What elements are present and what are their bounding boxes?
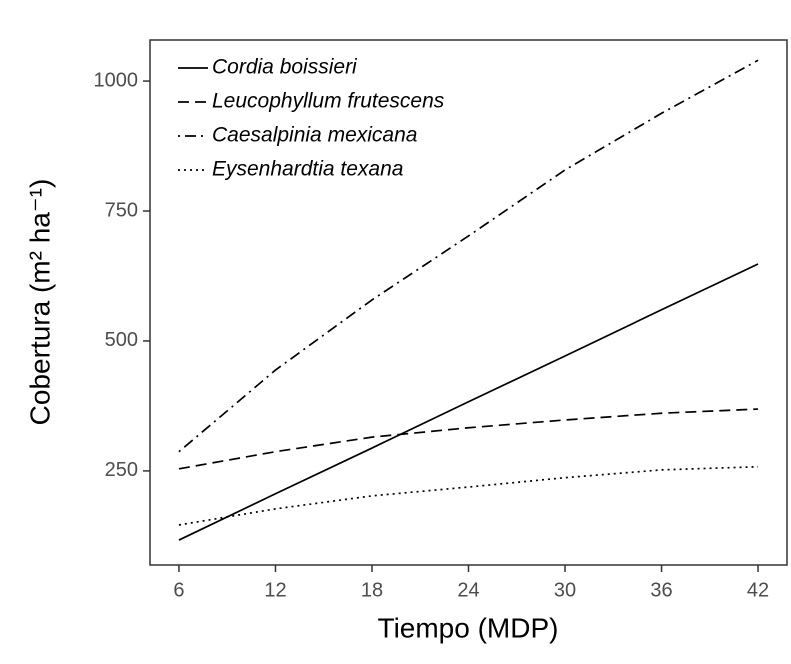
plot-frame: [149, 39, 788, 566]
series-line: [178, 59, 759, 453]
x-tick-label: 18: [361, 579, 383, 601]
x-tick-label: 42: [747, 579, 769, 601]
y-tick-label: 750: [105, 199, 138, 221]
x-tick-label: 6: [173, 579, 184, 601]
y-axis-title: Cobertura (m² ha⁻¹): [24, 179, 55, 426]
y-tick-label: 1000: [94, 69, 139, 91]
series-line: [178, 408, 759, 470]
y-tick-label: 500: [105, 329, 138, 351]
x-tick-label: 12: [264, 579, 286, 601]
x-tick-label: 36: [650, 579, 672, 601]
series-line: [178, 465, 759, 526]
y-tick-label: 250: [105, 459, 138, 481]
series-line: [178, 263, 759, 541]
legend-label: Caesalpinia mexicana: [212, 124, 417, 147]
x-tick-label: 24: [457, 579, 479, 601]
legend-label: Eysenhardtia texana: [212, 158, 403, 181]
x-tick-label: 30: [554, 579, 576, 601]
x-axis-title: Tiempo (MDP): [378, 612, 559, 643]
legend-label: Leucophyllum frutescens: [212, 90, 445, 113]
legend-label: Cordia boissieri: [212, 56, 358, 79]
